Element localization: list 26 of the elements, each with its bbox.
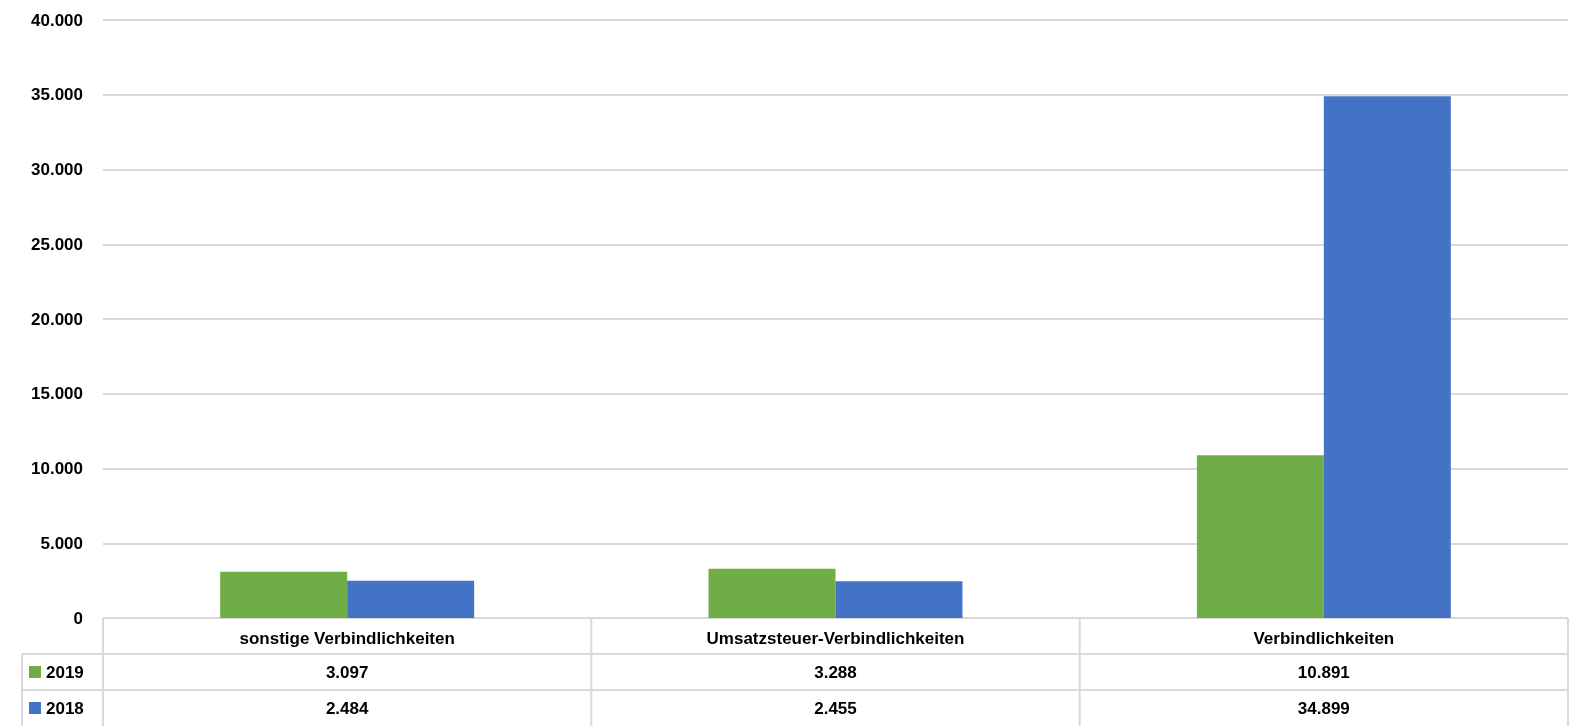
- y-tick-label: 25.000: [31, 234, 83, 254]
- bar: [708, 568, 836, 618]
- y-tick-label: 35.000: [31, 85, 83, 105]
- data-label: 2.455: [814, 698, 857, 718]
- x-tick-label: sonstige Verbindlichkeiten: [239, 629, 455, 648]
- legend-label: 2018: [46, 698, 84, 718]
- y-tick-label: 0: [73, 608, 83, 628]
- y-tick-label: 5.000: [40, 533, 83, 553]
- bar: [1196, 455, 1324, 618]
- data-label: 2.484: [325, 698, 369, 718]
- data-label: 34.899: [1297, 698, 1350, 718]
- bar: [347, 580, 475, 618]
- y-tick-label: 20.000: [31, 309, 83, 329]
- data-label: 3.288: [814, 662, 857, 682]
- bar: [1323, 96, 1451, 618]
- y-tick-label: 10.000: [31, 459, 83, 478]
- bar: [220, 571, 348, 618]
- y-tick-label: 40.000: [31, 10, 83, 30]
- data-label: 10.891: [1297, 662, 1350, 682]
- x-tick-label: Umsatzsteuer-Verbindlichkeiten: [706, 629, 965, 648]
- bar: [835, 581, 963, 618]
- x-tick-label: Verbindlichkeiten: [1253, 629, 1395, 648]
- y-tick-label: 15.000: [31, 384, 83, 404]
- legend-label: 2019: [46, 662, 84, 682]
- y-tick-label: 30.000: [31, 160, 83, 179]
- data-label: 3.097: [325, 662, 369, 682]
